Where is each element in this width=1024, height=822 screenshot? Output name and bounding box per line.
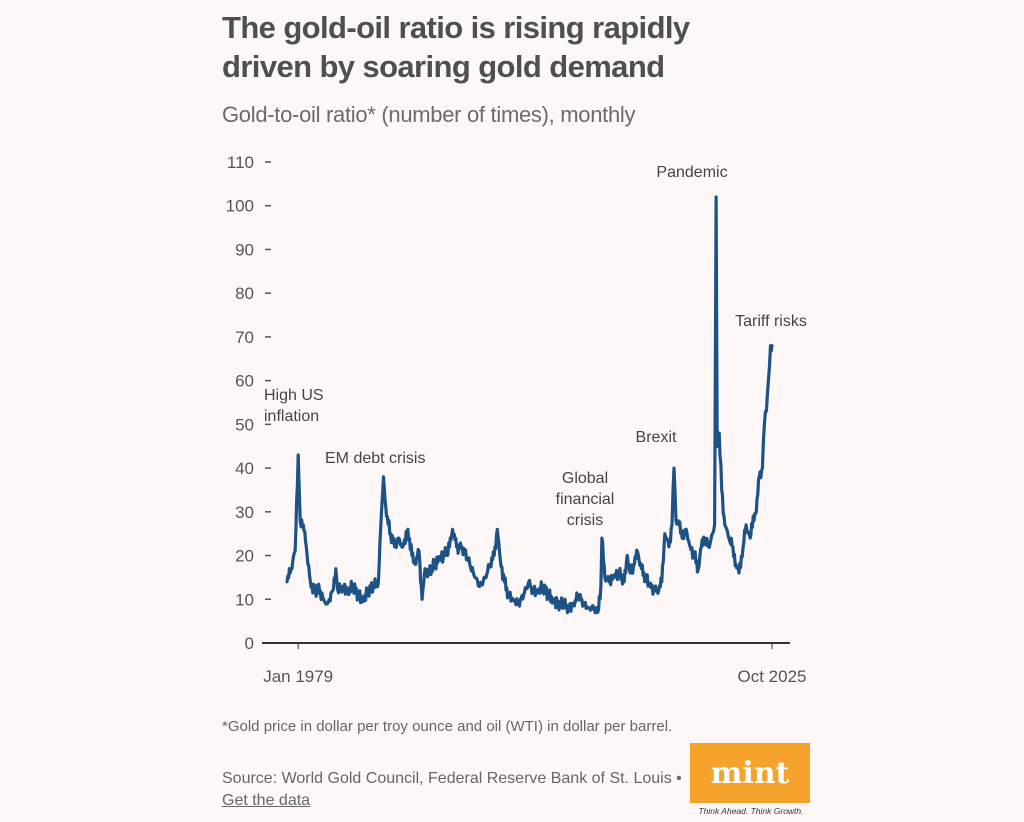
annotation: Brexit bbox=[636, 429, 677, 446]
annotation: Tariff risks bbox=[735, 313, 807, 330]
annotation: High US inflation bbox=[264, 387, 324, 425]
chart-title: The gold-oil ratio is rising rapidly dri… bbox=[222, 10, 690, 84]
x-axis: Jan 1979 Oct 2025 bbox=[262, 642, 807, 686]
y-tick-label: 0 bbox=[245, 634, 254, 653]
y-tick-label: 30 bbox=[235, 503, 254, 522]
get-the-data-link[interactable]: Get the data bbox=[222, 792, 311, 809]
y-tick-label: 80 bbox=[235, 284, 254, 303]
annotation: Global financial crisis bbox=[556, 470, 615, 529]
source-note: Source: World Gold Council, Federal Rese… bbox=[222, 768, 692, 812]
logo-text: mint bbox=[710, 755, 790, 791]
annotation: Pandemic bbox=[656, 164, 727, 181]
y-tick-label: 100 bbox=[226, 197, 254, 216]
y-tick-label: 40 bbox=[235, 459, 254, 478]
chart-subtitle: Gold-to-oil ratio* (number of times), mo… bbox=[222, 102, 636, 127]
y-axis: 0 10 20 30 40 50 60 70 80 90 100 110 bbox=[226, 153, 271, 653]
annotation: EM debt crisis bbox=[325, 450, 425, 467]
y-tick-label: 70 bbox=[235, 328, 254, 347]
logo-tagline: Think Ahead. Think Growth. bbox=[698, 806, 804, 816]
series-line bbox=[285, 195, 774, 615]
mint-logo: mint bbox=[690, 743, 810, 803]
y-tick-label: 90 bbox=[235, 240, 254, 259]
source-text: Source: World Gold Council, Federal Rese… bbox=[222, 770, 682, 787]
series-group bbox=[285, 195, 774, 615]
y-tick-label: 10 bbox=[235, 590, 254, 609]
y-tick-label: 20 bbox=[235, 547, 254, 566]
x-tick-label: Oct 2025 bbox=[738, 667, 807, 686]
y-tick-label: 110 bbox=[227, 153, 254, 172]
y-tick-label: 50 bbox=[235, 415, 254, 434]
annotations: High US inflation EM debt crisis Global fina… bbox=[264, 164, 807, 529]
x-tick-label: Jan 1979 bbox=[263, 667, 333, 686]
footnote: *Gold price in dollar per troy ounce and… bbox=[222, 718, 673, 735]
y-tick-label: 60 bbox=[235, 372, 254, 391]
